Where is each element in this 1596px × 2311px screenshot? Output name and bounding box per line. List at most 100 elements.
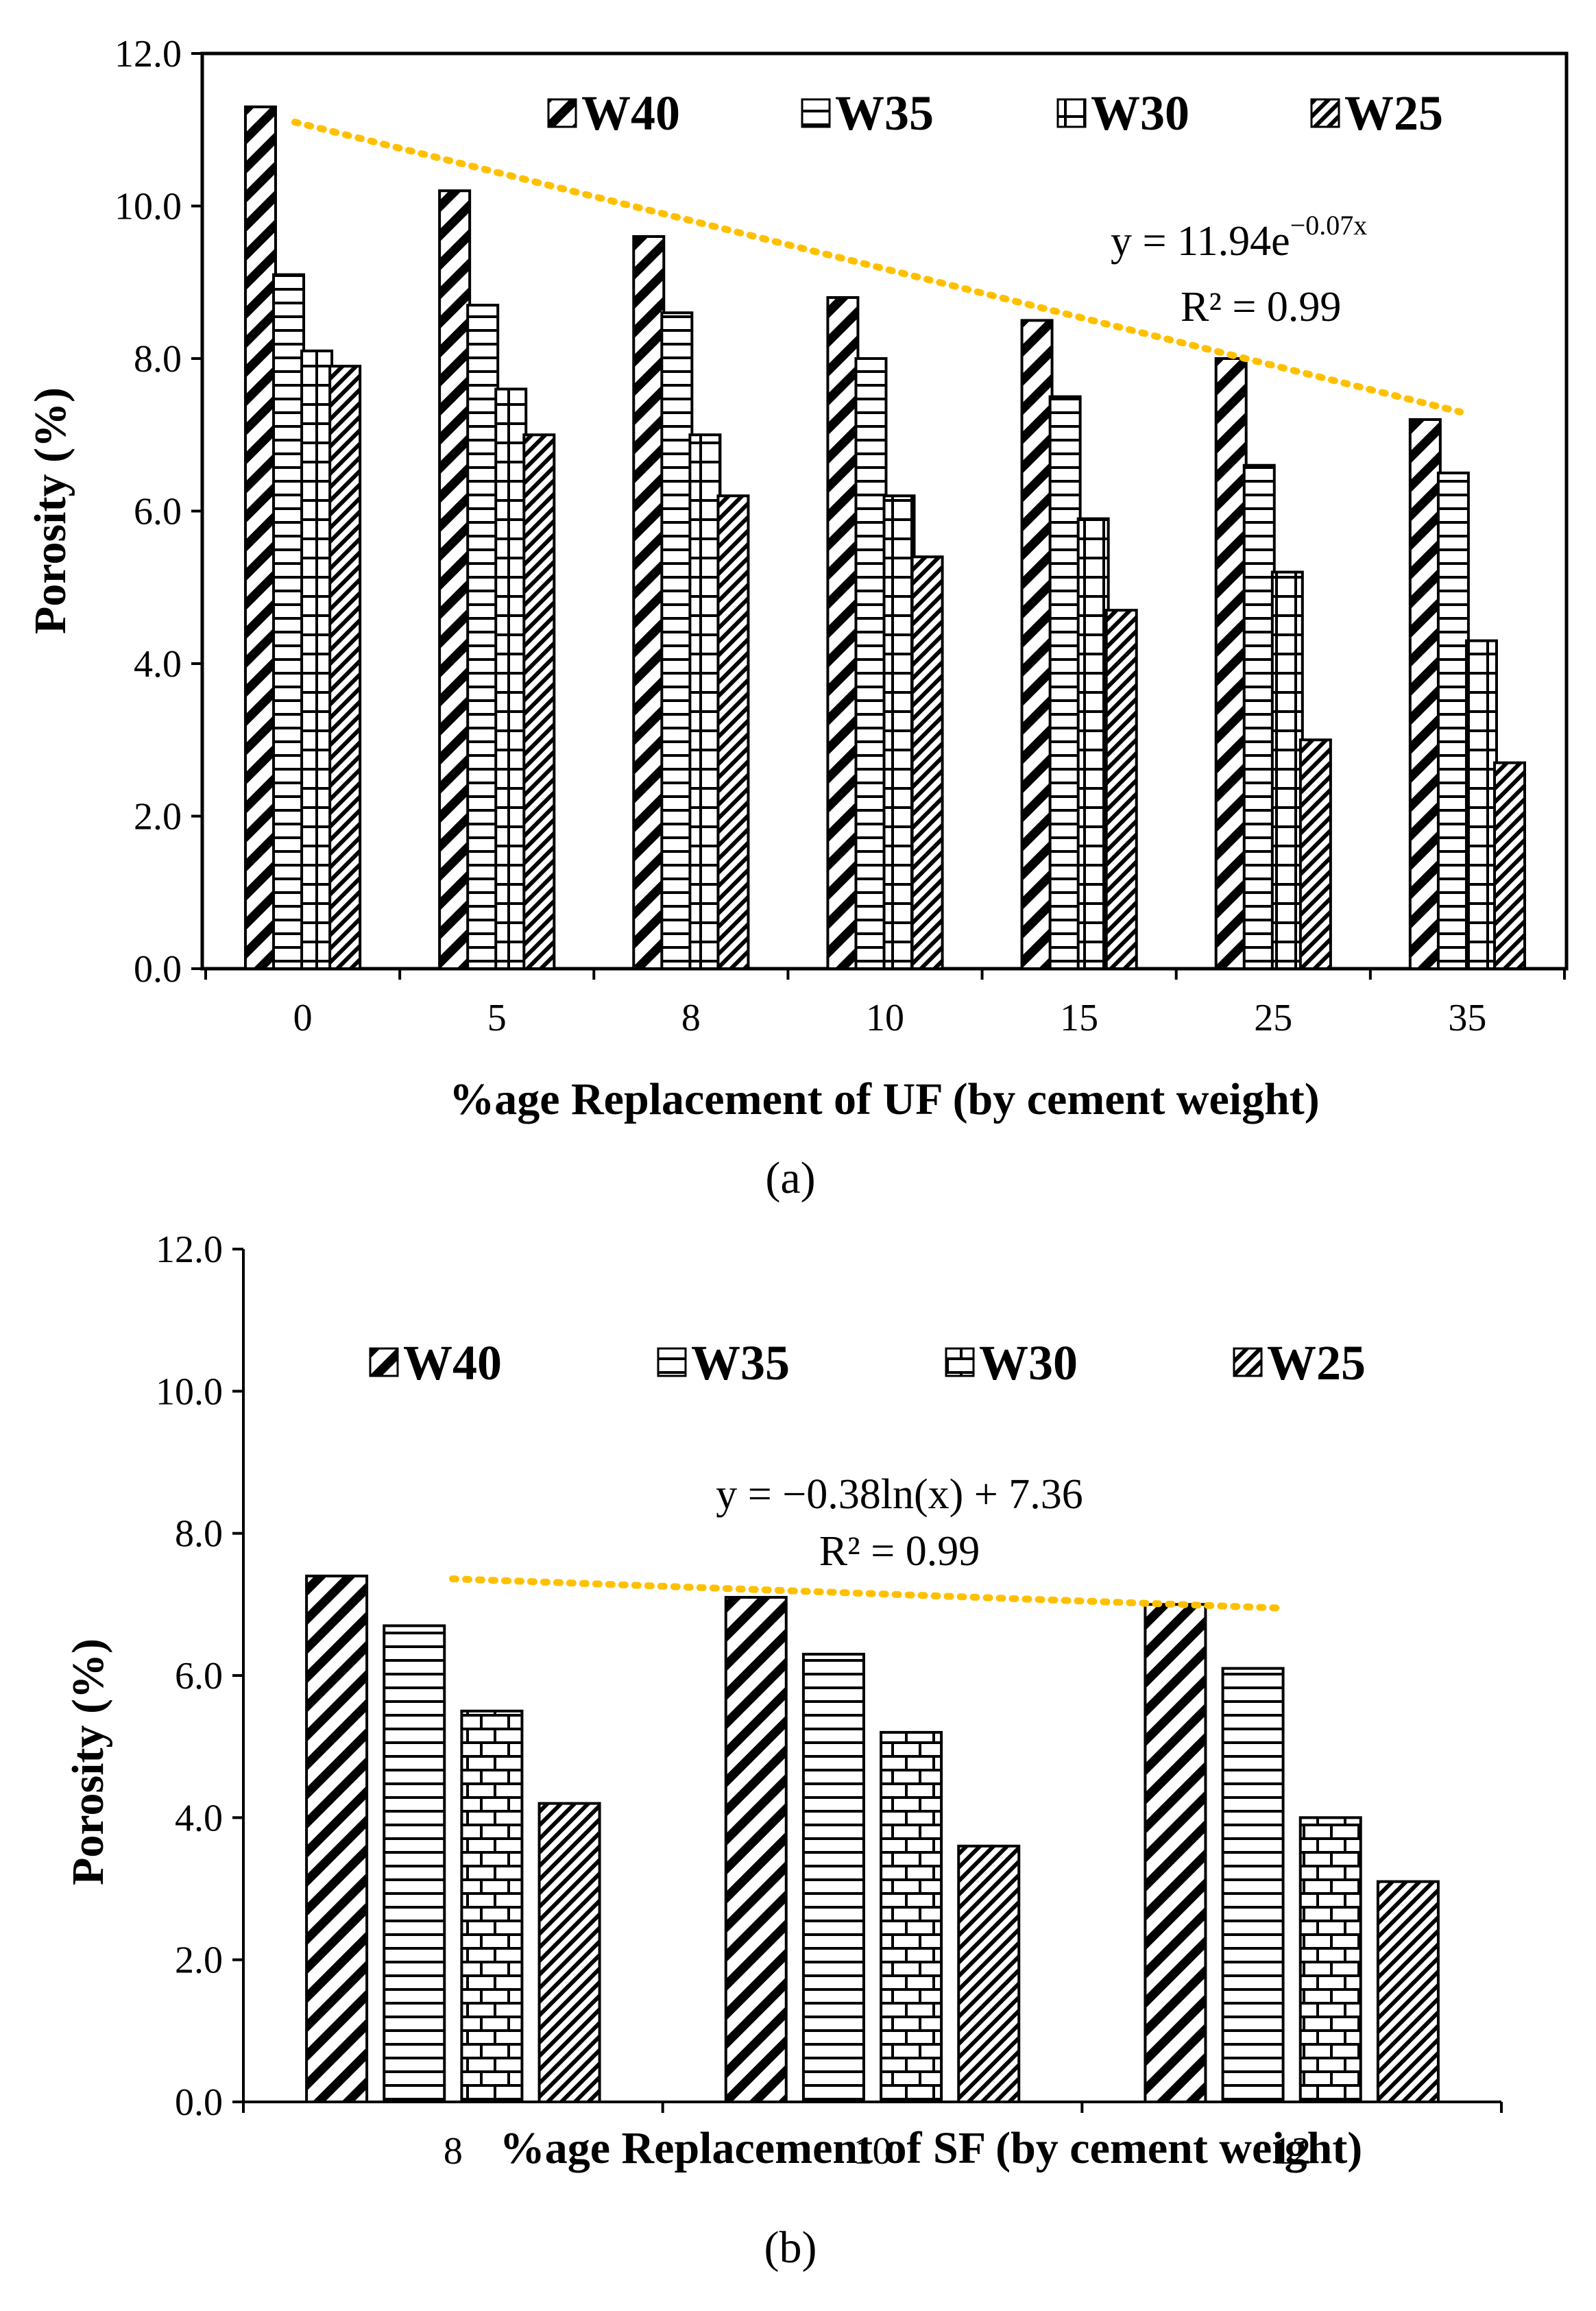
legend-label-w35: W35 [691, 1335, 790, 1390]
panel-label-a: (a) [765, 1153, 815, 1203]
legend-item-w25: W25 [1310, 86, 1443, 141]
trendline [449, 1575, 1282, 1612]
bar-w40-12 [1144, 1603, 1207, 2103]
x-tick-label: 8 [444, 2130, 463, 2173]
y-tick-label: 2.0 [175, 1939, 223, 1982]
bar-w35-10 [854, 357, 888, 970]
equation-base: y = 11.94e [1111, 218, 1290, 265]
y-tick-label: 4.0 [175, 1797, 223, 1839]
x-tick-label: 10 [866, 997, 904, 1039]
bar-w25-0 [328, 365, 362, 970]
bar-w40-15 [1020, 319, 1054, 970]
bar-w25-25 [1298, 738, 1332, 970]
x-tick-label: 25 [1254, 997, 1292, 1039]
y-tick-label: 6.0 [175, 1655, 223, 1697]
bar-w40-8 [305, 1574, 369, 2104]
y-tick-label: 8.0 [134, 338, 182, 380]
bar-w30-15 [1076, 517, 1110, 970]
legend-swatch-w35 [657, 1347, 687, 1377]
x-tick-label: 10 [854, 2130, 892, 2173]
trendline-r-squared: R² = 0.99 [1181, 284, 1341, 330]
legend-item-w35: W35 [801, 86, 934, 141]
legend-label-w25: W25 [1267, 1335, 1366, 1390]
bar-w40-10 [826, 296, 860, 970]
legend-swatch-w30 [1056, 98, 1087, 128]
bar-w25-5 [522, 433, 556, 970]
legend-label-w30: W30 [1091, 86, 1189, 141]
y-tick-label: 8.0 [175, 1513, 223, 1556]
bar-w25-35 [1493, 761, 1527, 970]
bar-w25-15 [1104, 609, 1138, 970]
x-tick-label: 0 [293, 997, 313, 1039]
bar-w25-10 [957, 1844, 1021, 2104]
axes: 0.0 2.0 4.0 6.0 8.0 10.0 12.0 0 5 8 10 15 25 35 [114, 33, 1567, 1039]
bar-group [305, 1574, 1440, 2104]
x-axis-title: %age Replacement of SF (by cement weight… [500, 2123, 1363, 2173]
bar-w40-10 [724, 1595, 788, 2103]
y-tick-label: 4.0 [134, 643, 182, 686]
bar-w35-35 [1436, 471, 1470, 970]
bar-w35-25 [1242, 463, 1276, 970]
x-tick-label: 5 [487, 997, 507, 1039]
legend-swatch-w40 [369, 1347, 399, 1377]
bar-w35-0 [272, 273, 306, 970]
legend-swatch-w25 [1233, 1347, 1263, 1377]
y-tick-label: 12.0 [156, 1229, 223, 1271]
trendline [291, 119, 1464, 415]
x-tick-label: 12 [1272, 2130, 1311, 2173]
x-tick-label: 8 [681, 997, 701, 1039]
bar-w30-10 [882, 494, 916, 970]
x-tick-label: 35 [1448, 997, 1486, 1039]
bar-w25-8 [537, 1802, 601, 2104]
bar-w30-8 [688, 433, 722, 970]
bar-w35-12 [1221, 1667, 1285, 2103]
bar-w30-10 [880, 1730, 943, 2103]
bar-w35-10 [801, 1652, 865, 2103]
trendline-equation: y = −0.38ln(x) + 7.36 [716, 1471, 1083, 1518]
bar-w40-25 [1214, 357, 1248, 970]
bar-w30-5 [494, 387, 528, 970]
axes: 0.0 2.0 4.0 6.0 8.0 10.0 12.0 8 10 12 [156, 1229, 1503, 2173]
legend-item-w35: W35 [657, 1335, 790, 1390]
bar-w30-25 [1270, 570, 1304, 970]
legend-item-w30: W30 [1056, 86, 1189, 141]
legend-item-w40: W40 [369, 1335, 502, 1390]
legend-swatch-w40 [547, 98, 577, 128]
legend-swatch-w25 [1310, 98, 1340, 128]
panel-label-b: (b) [764, 2223, 817, 2273]
y-axis-title: Porosity (%) [25, 387, 75, 634]
legend-item-w25: W25 [1233, 1335, 1366, 1390]
trendline-r-squared: R² = 0.99 [819, 1528, 980, 1575]
legend-label-w30: W30 [979, 1335, 1078, 1390]
legend-label-w35: W35 [835, 86, 934, 141]
y-tick-label: 0.0 [175, 2081, 223, 2124]
legend: W40 W35 W30 W25 [547, 86, 1443, 141]
bar-w30-8 [460, 1709, 524, 2103]
bar-w30-35 [1464, 639, 1498, 970]
legend-swatch-w30 [945, 1347, 975, 1377]
bar-w35-5 [466, 304, 500, 970]
bar-w40-0 [243, 105, 277, 970]
x-tick-label: 15 [1060, 997, 1098, 1039]
legend-label-w25: W25 [1344, 86, 1443, 141]
y-tick-label: 2.0 [134, 796, 182, 838]
y-tick-label: 0.0 [134, 948, 182, 991]
y-tick-label: 6.0 [134, 491, 182, 533]
bar-w40-8 [632, 235, 666, 970]
legend-swatch-w35 [801, 98, 831, 128]
legend-item-w40: W40 [547, 86, 680, 141]
y-tick-label: 10.0 [114, 186, 182, 228]
bar-w30-0 [300, 349, 334, 970]
bar-w35-8 [660, 311, 694, 970]
y-tick-label: 12.0 [114, 33, 182, 75]
y-tick-label: 10.0 [156, 1370, 223, 1413]
equation-exponent: −0.07x [1290, 210, 1368, 241]
bar-w35-8 [383, 1624, 446, 2103]
legend-label-w40: W40 [581, 86, 680, 141]
legend-label-w40: W40 [403, 1335, 502, 1390]
trendline-equation: y = 11.94e−0.07x [1111, 210, 1367, 265]
bar-w40-35 [1408, 418, 1442, 970]
bar-w25-12 [1376, 1880, 1440, 2103]
legend: W40 W35 W30 W25 [369, 1335, 1366, 1390]
